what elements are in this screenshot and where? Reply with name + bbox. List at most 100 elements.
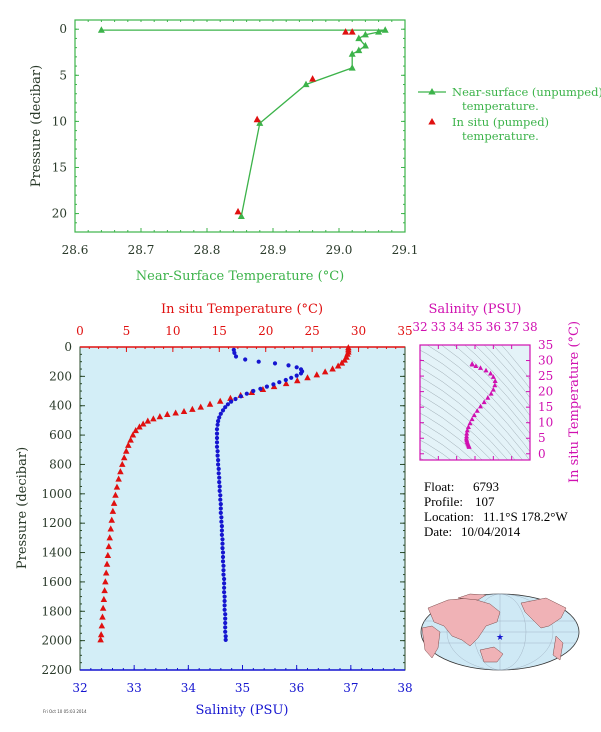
ts-point [464,427,470,433]
salinity-point [233,396,238,402]
float-label: Float: [424,479,454,494]
salinity-point [222,581,227,586]
near-surface-point [381,26,389,33]
ts-point [469,416,475,422]
temperature-point [313,371,321,378]
temperature-point [120,454,128,461]
pressure-tick-label: 600 [49,428,72,442]
world-map: ★ [420,593,580,671]
near-surface-y-tick-label: 10 [52,114,67,128]
temperature-point [113,483,121,490]
legend-label-near-surface-1: Near-surface (unpumped) [452,85,601,99]
temperature-point [304,374,311,381]
ts-density-contour [420,394,501,460]
ts-point [488,370,494,376]
salinity-point [223,620,228,626]
salinity-point [225,402,230,407]
ts-point [464,430,470,436]
ts-density-contour [501,345,530,380]
ts-density-contour [420,385,508,460]
temperature-point [282,380,290,387]
temperature-point [115,475,122,482]
ts-density-contour [420,439,452,460]
near-surface-frame [74,19,406,233]
ts-frame [419,344,531,461]
near-surface-point [348,50,356,57]
temperature-point [100,595,108,602]
salinity-point [258,386,263,391]
salinity-tick-label: 38 [397,681,412,695]
near-surface-ticks: 28.6 28.7 28.8 28.9 29.0 29.1 0 5 10 15 20 [52,20,418,257]
near-surface-y-axis-label: Pressure (decibar) [29,65,44,187]
near-surface-legend: Near-surface (unpumped) temperature. In … [418,85,601,143]
salinity-point [218,506,223,511]
ts-point [471,412,477,418]
ts-y-axis-label: In situ Temperature (°C) [567,321,582,483]
salinity-point [271,382,276,387]
pressure-tick-label: 1200 [41,516,72,530]
temperature-point [227,394,234,401]
salinity-tick-label: 36 [289,681,304,695]
near-surface-x-tick-label: 28.8 [194,243,221,257]
temperature-point [129,431,137,438]
salinity-point [214,431,220,436]
salinity-point [221,572,226,577]
pressure-tick-label: 1600 [41,575,72,589]
temperature-tick-label: 25 [305,324,320,338]
profile-value: 107 [475,494,495,509]
ts-density-contour [464,345,530,416]
legend-marker-near-surface [428,88,436,95]
ts-point [490,374,496,379]
legend-label-in-situ-1: In situ (pumped) [452,115,549,129]
temperature-point [216,397,224,404]
ts-y-tick-label: 20 [538,385,553,399]
near-surface-y-tick-label: 5 [59,68,67,82]
temperature-tick-label: 20 [258,324,273,338]
ts-series [463,361,498,449]
salinity-point [294,373,299,378]
temperature-point [132,427,139,434]
salinity-point [222,603,227,608]
ts-density-contour [453,345,530,425]
salinity-point [289,375,294,380]
salinity-point [223,629,228,634]
salinity-point [238,394,243,399]
temperature-point [334,362,342,369]
ts-y-tick-label: 0 [538,447,546,461]
salinity-point [220,537,225,542]
salinity-tick-label: 33 [127,681,142,695]
ts-point [465,424,471,429]
temperature-point [321,368,329,375]
salinity-point [221,568,226,573]
temperature-point [127,436,134,443]
salinity-point [219,515,224,520]
salinity-tick-label: 37 [343,681,358,695]
salinity-point [218,493,223,498]
ts-point [467,420,473,426]
ts-density-contour [440,345,530,434]
profile-y-axis-label: Pressure (decibar) [15,447,30,569]
temperature-point [122,447,130,454]
pressure-tick-label: 800 [49,457,72,471]
temperature-point [102,569,110,576]
salinity-point [223,637,228,643]
pressure-tick-label: 400 [49,399,72,413]
temperature-point [106,534,113,541]
temperature-point [98,622,106,629]
salinity-point [215,422,220,427]
near-surface-point [375,28,383,35]
temperature-point [144,417,152,424]
ts-point [473,363,479,369]
temperature-point [329,365,336,372]
ts-x-tick-label: 32 [412,320,427,334]
salinity-point [214,427,220,432]
ts-density-contour [420,367,523,460]
near-surface-point [237,212,245,219]
float-info: Float: 6793 Profile: 107 Location: 11.1°… [424,479,568,539]
salinity-point [229,399,234,404]
salinity-point [217,488,222,493]
in-situ-point [348,28,356,35]
salinity-point [214,435,220,441]
